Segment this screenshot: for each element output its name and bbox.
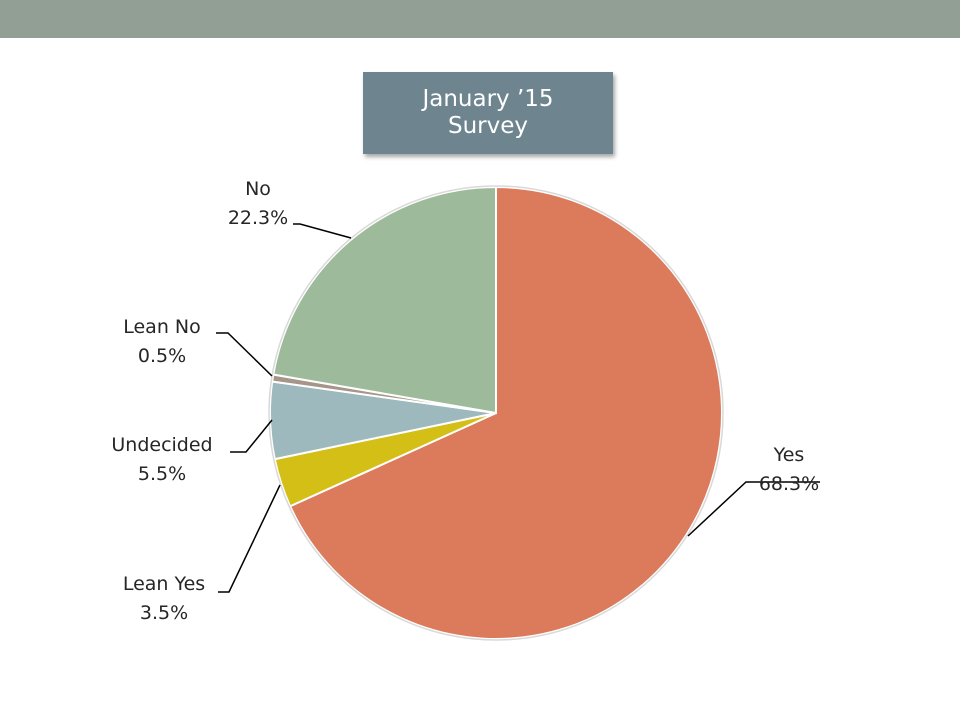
pie-slices	[268, 185, 724, 641]
pie-outline	[268, 185, 724, 641]
leader-line-undecided	[230, 419, 273, 453]
label-yes-value: 68.3%	[759, 473, 819, 495]
header-bar	[0, 0, 960, 38]
leader-lines	[216, 223, 820, 593]
chart-title: January ’15 Survey	[363, 72, 613, 154]
leader-line-lean-yes	[218, 484, 281, 593]
label-no-value: 22.3%	[228, 207, 288, 229]
label-undecided: Undecided 5.5%	[111, 434, 212, 485]
label-no-name: No	[245, 178, 271, 200]
label-undecided-value: 5.5%	[138, 463, 186, 485]
chart-title-line-1: January ’15	[422, 86, 554, 112]
slice-no	[272, 185, 497, 415]
chart-title-line-2: Survey	[447, 113, 528, 139]
slice-yes	[288, 185, 723, 640]
label-lean-yes: Lean Yes 3.5%	[123, 573, 205, 624]
leader-line-no	[293, 223, 352, 239]
label-undecided-name: Undecided	[111, 434, 212, 456]
label-no: No 22.3%	[228, 178, 288, 229]
label-lean-yes-value: 3.5%	[140, 602, 188, 624]
leader-line-yes	[687, 481, 820, 537]
label-yes: Yes 68.3%	[759, 444, 819, 495]
label-lean-yes-name: Lean Yes	[123, 573, 205, 595]
label-lean-no: Lean No 0.5%	[123, 316, 201, 367]
leader-line-lean-no	[216, 332, 273, 377]
label-lean-no-value: 0.5%	[138, 345, 186, 367]
label-lean-no-name: Lean No	[123, 316, 201, 338]
label-yes-name: Yes	[773, 444, 805, 466]
